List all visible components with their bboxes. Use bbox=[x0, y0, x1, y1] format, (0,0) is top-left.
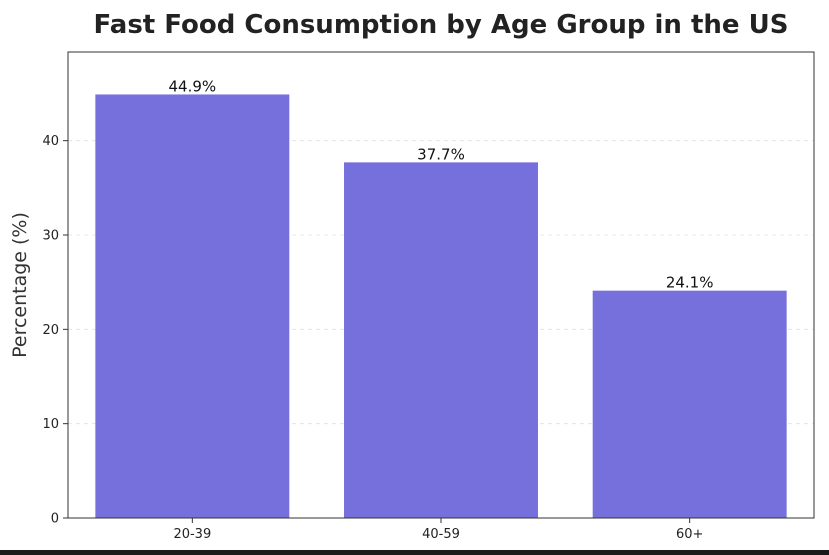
y-tick-label: 10 bbox=[42, 417, 59, 432]
bottom-border bbox=[0, 550, 829, 555]
bar-20-39 bbox=[95, 94, 290, 518]
y-axis-ticks: 0 10 20 30 40 bbox=[42, 134, 68, 527]
bar-40-59 bbox=[344, 162, 538, 519]
x-tick-label: 40-59 bbox=[422, 527, 460, 542]
bar-60+ bbox=[592, 290, 787, 518]
data-label: 44.9% bbox=[169, 77, 217, 95]
chart-title: Fast Food Consumption by Age Group in th… bbox=[94, 10, 789, 40]
data-labels: 44.9% 37.7% 24.1% bbox=[169, 77, 714, 291]
x-tick-label: 60+ bbox=[676, 527, 703, 542]
data-label: 37.7% bbox=[417, 145, 465, 163]
data-label: 24.1% bbox=[666, 274, 714, 292]
y-tick-label: 40 bbox=[42, 134, 59, 149]
bars bbox=[95, 94, 787, 519]
y-tick-label: 30 bbox=[42, 229, 59, 244]
y-tick-label: 20 bbox=[42, 323, 59, 338]
x-axis-ticks: 20-39 40-59 60+ bbox=[173, 518, 703, 542]
y-axis-label: Percentage (%) bbox=[9, 212, 31, 358]
x-tick-label: 20-39 bbox=[173, 527, 211, 542]
y-tick-label: 0 bbox=[51, 512, 59, 527]
